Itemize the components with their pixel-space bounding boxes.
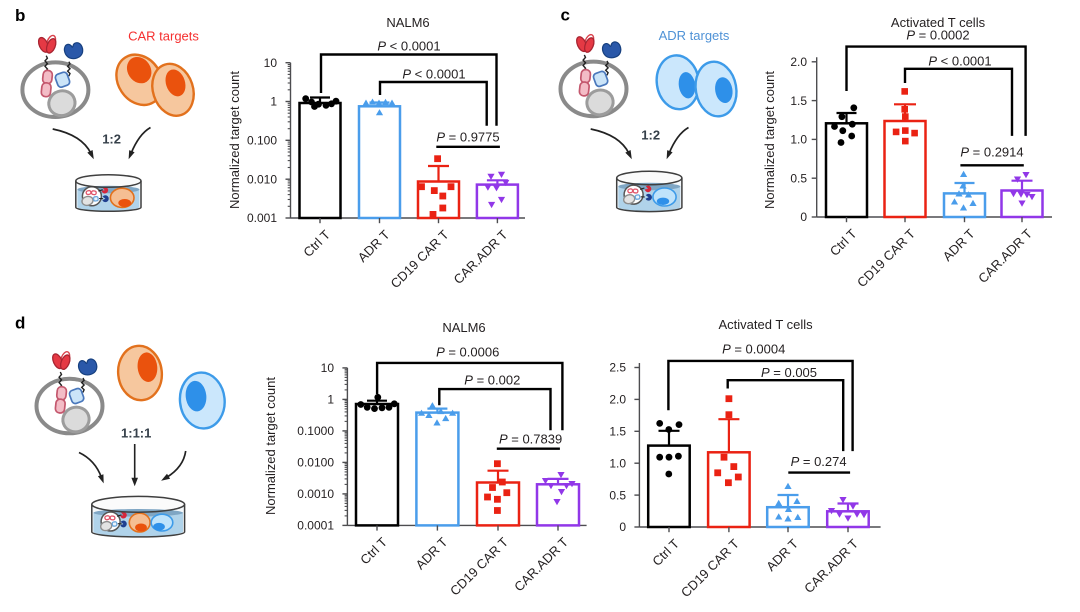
svg-text:P = 0.274: P = 0.274 <box>791 454 847 469</box>
svg-text:CD19 CAR T: CD19 CAR T <box>447 534 511 598</box>
svg-text:P < 0.0001: P < 0.0001 <box>402 67 465 82</box>
svg-text:d: d <box>15 314 25 333</box>
svg-text:P = 0.005: P = 0.005 <box>761 365 817 380</box>
svg-text:CD19 CAR T: CD19 CAR T <box>678 536 742 600</box>
svg-text:Normalized target count: Normalized target count <box>762 71 777 209</box>
svg-text:CAR.ADR T: CAR.ADR T <box>975 226 1035 286</box>
svg-text:P < 0.0001: P < 0.0001 <box>377 39 440 54</box>
svg-text:1:2: 1:2 <box>102 132 121 147</box>
svg-text:2.5: 2.5 <box>609 361 626 375</box>
svg-text:CAR.ADR T: CAR.ADR T <box>801 536 861 596</box>
svg-text:1.5: 1.5 <box>609 425 626 439</box>
svg-text:c: c <box>561 6 570 25</box>
svg-text:Normalized target count: Normalized target count <box>227 71 242 209</box>
svg-text:P = 0.0006: P = 0.0006 <box>436 345 499 360</box>
svg-text:P < 0.0001: P < 0.0001 <box>928 54 991 69</box>
svg-text:2.0: 2.0 <box>790 55 807 69</box>
svg-text:ADR T: ADR T <box>763 536 801 574</box>
svg-text:2.0: 2.0 <box>609 393 626 407</box>
svg-text:CAR.ADR T: CAR.ADR T <box>451 227 511 287</box>
svg-text:CD19 CAR T: CD19 CAR T <box>388 227 452 291</box>
svg-text:Ctrl T: Ctrl T <box>357 534 390 567</box>
svg-text:1.5: 1.5 <box>790 94 807 108</box>
svg-text:ADR T: ADR T <box>413 534 451 572</box>
svg-text:Ctrl T: Ctrl T <box>827 226 860 259</box>
svg-text:1: 1 <box>270 95 277 109</box>
svg-text:Ctrl T: Ctrl T <box>649 536 682 569</box>
svg-text:0.0001: 0.0001 <box>297 519 334 533</box>
svg-text:Normalized target count: Normalized target count <box>263 377 278 515</box>
svg-text:0.010: 0.010 <box>247 172 277 186</box>
svg-text:CAR targets: CAR targets <box>128 28 199 43</box>
svg-text:1: 1 <box>327 393 334 407</box>
svg-text:CAR.ADR T: CAR.ADR T <box>511 534 571 594</box>
svg-text:P = 0.002: P = 0.002 <box>464 373 520 388</box>
svg-text:ADR T: ADR T <box>355 227 393 265</box>
svg-text:Ctrl T: Ctrl T <box>300 227 333 260</box>
svg-text:0.5: 0.5 <box>609 488 626 502</box>
svg-text:P = 0.7839: P = 0.7839 <box>499 432 562 447</box>
svg-text:P = 0.0004: P = 0.0004 <box>722 342 785 357</box>
svg-text:0.001: 0.001 <box>247 211 277 225</box>
svg-text:0.100: 0.100 <box>247 134 277 148</box>
svg-text:0.5: 0.5 <box>790 171 807 185</box>
svg-text:0.0100: 0.0100 <box>297 456 334 470</box>
svg-text:P = 0.9775: P = 0.9775 <box>436 130 499 145</box>
svg-text:NALM6: NALM6 <box>386 15 429 30</box>
svg-text:0: 0 <box>800 210 807 224</box>
svg-text:P = 0.0002: P = 0.0002 <box>906 28 969 43</box>
svg-text:1:1:1: 1:1:1 <box>121 426 151 441</box>
svg-text:CD19 CAR T: CD19 CAR T <box>854 226 918 290</box>
svg-text:b: b <box>15 6 25 25</box>
svg-text:Activated T cells: Activated T cells <box>719 317 814 332</box>
svg-text:1.0: 1.0 <box>790 133 807 147</box>
svg-text:10: 10 <box>321 361 335 375</box>
svg-text:0.1000: 0.1000 <box>297 424 334 438</box>
svg-text:10: 10 <box>264 56 278 70</box>
svg-text:1.0: 1.0 <box>609 456 626 470</box>
svg-text:0: 0 <box>619 520 626 534</box>
svg-text:ADR T: ADR T <box>940 226 978 264</box>
svg-text:P = 0.2914: P = 0.2914 <box>960 145 1023 160</box>
svg-text:1:2: 1:2 <box>641 128 660 143</box>
svg-text:0.0010: 0.0010 <box>297 487 334 501</box>
svg-text:ADR targets: ADR targets <box>659 28 730 43</box>
svg-text:NALM6: NALM6 <box>442 320 485 335</box>
